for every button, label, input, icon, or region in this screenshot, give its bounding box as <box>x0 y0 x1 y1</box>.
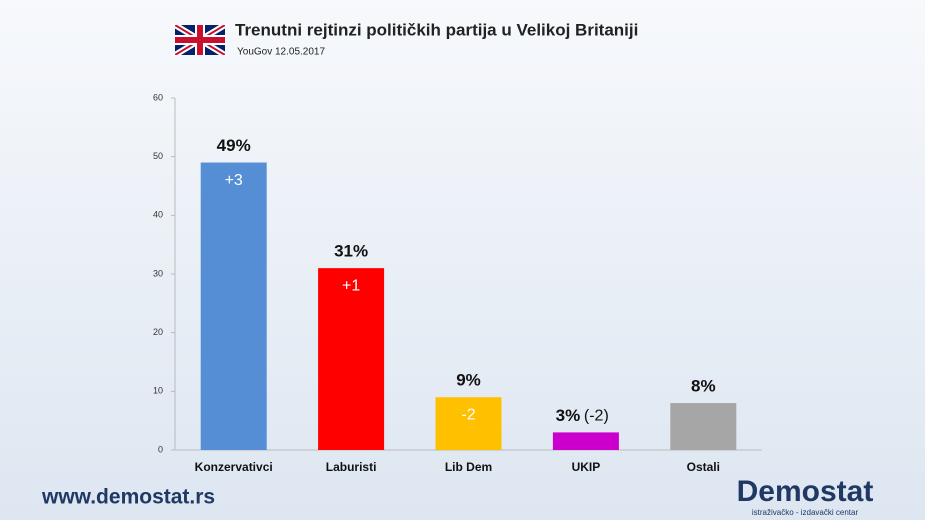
bar <box>435 397 502 450</box>
value-label: 3% <box>556 406 581 425</box>
value-label: 31% <box>334 242 368 261</box>
x-tick-label: Lib Dem <box>445 460 492 474</box>
y-tick-label: 10 <box>153 386 163 396</box>
bar <box>552 432 619 450</box>
x-tick-label: Konzervativci <box>195 460 273 474</box>
y-tick-label: 40 <box>153 210 163 220</box>
change-label: +3 <box>225 172 243 189</box>
chart-title: Trenutni rejtinzi političkih partija u V… <box>235 20 638 39</box>
value-label: 9% <box>456 371 481 390</box>
x-tick-label: Laburisti <box>326 460 377 474</box>
website: www.demostat.rs <box>41 486 215 509</box>
logo-tagline: istraživačko - izdavački centar <box>752 508 859 517</box>
flag <box>175 25 225 55</box>
chart-subtitle: YouGov 12.05.2017 <box>237 47 325 58</box>
bar <box>318 268 385 450</box>
value-label: 49% <box>217 136 251 155</box>
change-label: (-2) <box>584 408 609 425</box>
change-label: -2 <box>461 406 475 423</box>
y-tick-label: 50 <box>153 151 163 161</box>
change-label: +1 <box>342 277 360 294</box>
bar <box>670 403 737 450</box>
x-tick-label: Ostali <box>687 460 720 474</box>
y-tick-label: 0 <box>158 444 163 454</box>
value-label: 8% <box>691 377 716 396</box>
bar <box>200 162 267 451</box>
logo: Demostat <box>737 475 874 508</box>
x-tick-label: UKIP <box>572 460 601 474</box>
y-tick-label: 60 <box>153 92 163 102</box>
y-tick-label: 20 <box>153 327 163 337</box>
y-tick-label: 30 <box>153 268 163 278</box>
